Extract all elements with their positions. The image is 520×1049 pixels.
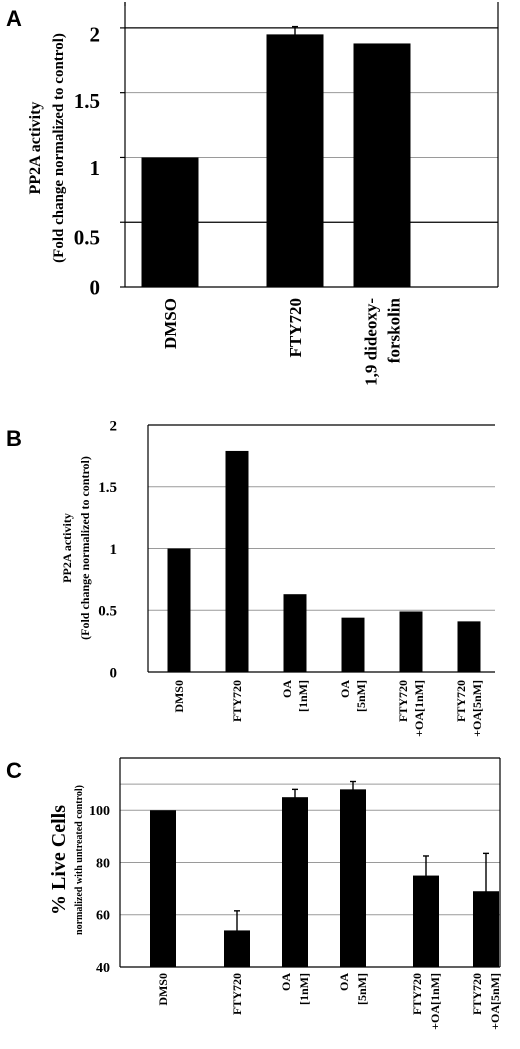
x-tick-label: FTY720	[230, 680, 244, 722]
bar-1	[266, 34, 324, 287]
x-tick-label: FTY720	[286, 298, 305, 358]
y-axis-label: % Live Cells	[48, 805, 70, 915]
y-tick-label: 1	[90, 156, 101, 180]
y-tick-label: 0	[110, 665, 118, 681]
y-tick-label: 40	[96, 961, 110, 976]
bar-2	[283, 594, 307, 672]
chart-panel-b: B 0 0.5 1 1.5 2 PP2A activity (Fold change norm…	[6, 418, 495, 737]
x-tick-label: FTY720	[396, 680, 410, 722]
y-axis-label: PP2A activity	[27, 102, 44, 195]
x-tick-label: forskolin	[384, 297, 403, 363]
x-tick-label: [1nM]	[296, 680, 310, 712]
x-tick-label: 1,9 dideoxy-	[361, 298, 380, 386]
bar-5	[457, 621, 481, 672]
chart-panel-a: A 0 0.5 1 1.5 2 PP2A activity (Fold change norm…	[6, 2, 499, 386]
x-tick-label: OA	[279, 973, 293, 991]
y-axis-sublabel: (Fold change normalized to control)	[51, 33, 67, 263]
bar-2	[353, 43, 411, 287]
y-tick-label: 2	[90, 22, 101, 46]
y-tick-label: 2	[110, 418, 118, 434]
panel-letter: A	[6, 6, 22, 31]
x-tick-label: +OA[1nM]	[428, 973, 442, 1030]
x-tick-label: OA	[280, 680, 294, 698]
bar-4	[399, 611, 423, 672]
bar-3	[341, 617, 365, 672]
y-tick-label: 60	[96, 909, 110, 924]
y-tick-label: 0.5	[74, 226, 100, 250]
y-axis-sublabel: normalized with untreated control)	[74, 785, 85, 935]
y-tick-label: 1.5	[74, 89, 100, 113]
x-tick-label: [5nM]	[354, 680, 368, 712]
y-axis-label: PP2A activity	[60, 513, 74, 583]
x-tick-label: [5nM]	[355, 973, 369, 1005]
bar-0	[150, 810, 176, 967]
x-tick-label: +OA[5nM]	[470, 680, 484, 737]
y-tick-label: 80	[96, 856, 110, 871]
panel-letter: C	[6, 758, 22, 783]
panel-letter: B	[6, 426, 22, 451]
x-tick-label: FTY720	[454, 680, 468, 722]
x-tick-label: FTY720	[230, 973, 244, 1015]
y-tick-label: 100	[89, 804, 110, 819]
x-tick-label: [1nM]	[297, 973, 311, 1005]
bar-3	[340, 789, 366, 967]
y-tick-label: 1.5	[98, 480, 117, 496]
x-tick-label: DMS0	[172, 680, 186, 713]
x-tick-label: +OA[5nM]	[488, 973, 502, 1030]
chart-panel-c: C 40 60 80 100 % Live Cells normalized with un…	[6, 757, 502, 1030]
y-tick-label: 0.5	[98, 604, 117, 620]
x-tick-label: FTY720	[470, 973, 484, 1015]
x-tick-label: FTY720	[410, 973, 424, 1015]
y-tick-label: 1	[110, 542, 118, 558]
bar-2	[282, 797, 308, 967]
x-tick-label: DMS0	[156, 973, 170, 1006]
x-tick-label: +OA[1nM]	[412, 680, 426, 737]
x-tick-label: OA	[338, 680, 352, 698]
bar-0	[141, 157, 199, 287]
x-tick-label: OA	[337, 973, 351, 991]
bar-1	[225, 450, 249, 672]
y-axis-sublabel: (Fold change normalized to control)	[78, 456, 92, 640]
bar-0	[167, 548, 191, 672]
x-tick-label: DMSO	[161, 298, 180, 349]
y-tick-label: 0	[90, 275, 101, 299]
